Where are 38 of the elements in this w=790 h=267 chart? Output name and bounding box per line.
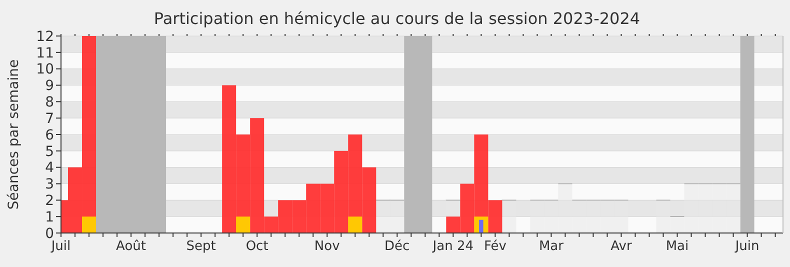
y-tick-label: 9: [45, 78, 54, 94]
y-tick-label: 2: [45, 193, 54, 210]
y-tick-label: 7: [45, 110, 54, 127]
bar: [236, 216, 250, 233]
x-tick-label: Août: [116, 239, 146, 254]
x-tick-label: Fév: [484, 239, 507, 254]
y-tick-label: 8: [45, 94, 54, 111]
y-tick-label: 3: [45, 176, 54, 193]
y-tick-label: 12: [36, 28, 54, 45]
y-tick-label: 0: [45, 226, 54, 242]
y-tick-label: 6: [45, 127, 54, 144]
y-tick-label: 5: [45, 144, 54, 160]
bar: [82, 216, 96, 233]
bar: [656, 200, 671, 234]
y-tick-label: 10: [36, 62, 54, 78]
x-tick-label: Oct: [246, 239, 268, 254]
y-tick-label: 1: [45, 209, 54, 226]
x-tick-label: Mar: [538, 239, 564, 254]
x-tick-label: Jan 24: [432, 239, 474, 254]
bar: [376, 200, 391, 234]
x-tick-label: Déc: [384, 239, 410, 254]
x-tick-label: Mai: [666, 239, 689, 254]
bar: [390, 200, 405, 234]
bar: [348, 216, 362, 233]
x-tick-label: Nov: [314, 239, 340, 254]
x-tick-label: Avr: [610, 239, 632, 254]
y-axis-title: Séances par semaine: [6, 59, 22, 210]
y-tick-label: 11: [36, 45, 54, 62]
x-tick-label: Juin: [734, 239, 760, 254]
x-tick-label: Sept: [186, 239, 216, 254]
bar: [614, 200, 629, 234]
bar: [502, 200, 517, 234]
bar: [530, 200, 545, 234]
x-tick-label: Juil: [50, 239, 71, 254]
y-tick-label: 4: [45, 160, 54, 176]
chart-title: Participation en hémicycle au cours de la session 2023-2024: [154, 9, 640, 28]
bar: [479, 220, 484, 233]
bar: [726, 183, 741, 234]
